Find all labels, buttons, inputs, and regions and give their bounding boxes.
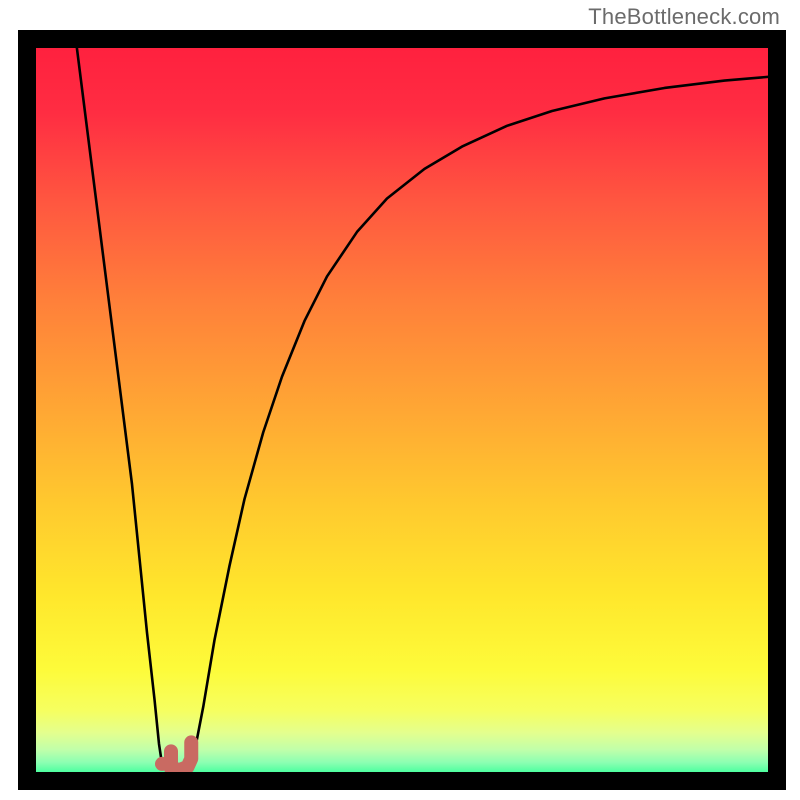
plot-area (0, 0, 800, 800)
watermark-label: TheBottleneck.com (588, 4, 780, 30)
marker-dot (155, 757, 169, 771)
bottleneck-chart (0, 0, 800, 800)
chart-container: TheBottleneck.com (0, 0, 800, 800)
gradient-background (27, 39, 777, 781)
